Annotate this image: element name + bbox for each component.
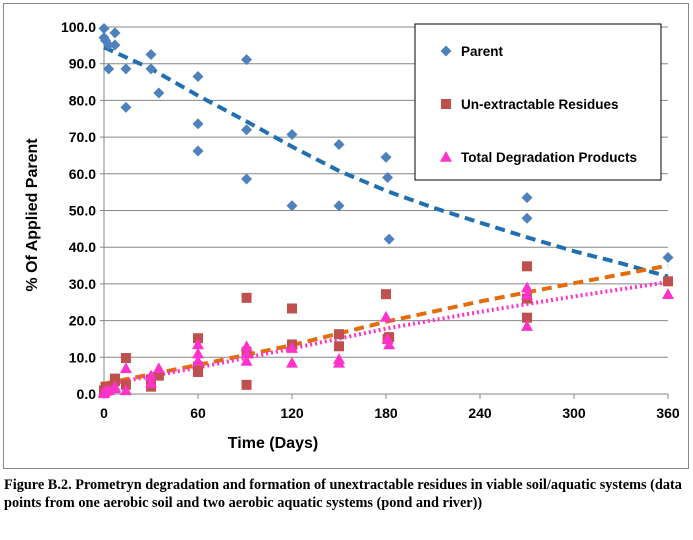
legend-items: Parent Un-extractable Residues Total Degra…	[440, 44, 637, 165]
data-point-square	[663, 276, 673, 287]
data-point-diamond	[120, 101, 132, 113]
data-point-triangle	[145, 376, 157, 388]
data-point-triangle	[152, 362, 165, 374]
data-point-diamond	[192, 145, 204, 157]
data-point-triangle	[662, 288, 674, 299]
data-point-square	[522, 261, 532, 272]
data-point-triangle	[286, 342, 298, 353]
trendline	[103, 45, 669, 279]
data-point-square	[334, 329, 344, 340]
data-point-diamond	[145, 49, 157, 61]
data-point-triangle	[240, 347, 253, 359]
y-tick-label: 30.0	[69, 276, 96, 292]
x-axis-label: Time (Days)	[228, 435, 318, 452]
y-tick-label: 40.0	[69, 239, 96, 255]
data-point-square	[193, 366, 203, 377]
y-axis-label: % Of Applied Parent	[24, 138, 41, 292]
x-tick-label: 0	[100, 405, 108, 421]
legend-marker	[440, 45, 452, 57]
data-point-diamond	[286, 129, 298, 141]
data-point-diamond	[241, 124, 253, 136]
data-point-diamond	[103, 39, 115, 51]
y-tick-label: 20.0	[69, 313, 96, 329]
data-point-triangle	[333, 356, 345, 368]
data-point-triangle	[240, 340, 253, 352]
data-point-square	[381, 289, 391, 300]
data-point-triangle	[521, 288, 533, 300]
x-tick-labels: 0 60 120 180 240 300 360	[100, 405, 680, 421]
y-tick-labels: 0.0 10.0 20.0 30.0 40.0 50.0 60.0 70.0 80.0 90.0 1…	[61, 19, 96, 402]
y-tick-label: 50.0	[69, 203, 96, 219]
data-point-square	[522, 312, 532, 323]
y-tick-label: 60.0	[69, 166, 96, 182]
x-tick-label: 60	[190, 405, 206, 421]
data-point-diamond	[286, 200, 298, 212]
data-point-diamond	[383, 233, 395, 245]
data-point-triangle	[108, 382, 121, 394]
data-point-square	[153, 370, 164, 381]
chart-svg: 0 60 120 180 240 300 360 0.0 10.0 20.0 30.0 40.0 50…	[24, 19, 680, 452]
data-point-diamond	[192, 71, 204, 83]
data-point-diamond	[521, 192, 533, 204]
axes	[100, 26, 669, 399]
data-point-triangle	[145, 369, 157, 381]
x-tick-label: 120	[280, 405, 304, 421]
data-point-diamond	[153, 87, 165, 99]
x-tick-label: 360	[656, 405, 680, 421]
data-point-triangle	[286, 356, 298, 368]
data-point-diamond	[662, 251, 674, 263]
data-point-triangle	[119, 384, 132, 396]
x-tick-label: 240	[468, 405, 492, 421]
data-point-triangle	[380, 310, 392, 322]
data-point-square	[241, 379, 252, 390]
data-point-diamond	[103, 63, 115, 75]
data-point-diamond	[241, 173, 253, 185]
y-tick-label: 10.0	[69, 349, 96, 365]
trendline	[103, 263, 669, 386]
y-tick-label: 80.0	[69, 92, 96, 108]
chart-frame: 0 60 120 180 240 300 360 0.0 10.0 20.0 30.0 40.0 50…	[3, 3, 689, 469]
x-tick-label: 180	[374, 405, 398, 421]
y-tick-label: 90.0	[69, 56, 96, 72]
data-point-diamond	[521, 212, 533, 224]
legend-marker	[441, 99, 451, 109]
data-point-triangle	[240, 354, 253, 366]
data-point-triangle	[521, 320, 533, 331]
legend: Parent Un-extractable Residues Total Degra…	[414, 23, 662, 181]
data-point-triangle	[192, 347, 204, 359]
data-point-diamond	[98, 22, 110, 34]
y-tick-label: 70.0	[69, 129, 96, 145]
data-point-diamond	[192, 118, 204, 130]
legend-label: Parent	[461, 44, 504, 59]
data-point-square	[241, 292, 252, 303]
legend-box	[414, 23, 662, 181]
data-point-diamond	[382, 171, 394, 183]
y-tick-label: 0.0	[77, 386, 97, 402]
legend-label: Un-extractable Residues	[461, 97, 619, 112]
data-point-diamond	[241, 54, 253, 66]
figure-caption: Figure B.2. Prometryn degradation and fo…	[4, 477, 682, 511]
data-point-triangle	[192, 354, 204, 366]
data-point-triangle	[521, 281, 533, 293]
data-point-square	[120, 353, 131, 364]
data-point-square	[334, 341, 344, 352]
data-point-diamond	[380, 151, 392, 163]
data-point-square	[287, 303, 297, 314]
data-point-diamond	[120, 63, 132, 75]
x-tick-label: 300	[562, 405, 586, 421]
data-point-triangle	[192, 338, 204, 350]
legend-label: Total Degradation Products	[461, 150, 637, 165]
data-point-triangle	[119, 362, 132, 374]
data-point-diamond	[109, 39, 121, 51]
data-point-square	[193, 361, 203, 372]
y-tick-label: 100.0	[61, 19, 96, 35]
data-point-diamond	[333, 138, 345, 150]
legend-marker	[440, 151, 452, 162]
data-point-square	[193, 333, 203, 344]
data-point-triangle	[383, 338, 396, 350]
data-point-diamond	[333, 200, 345, 212]
data-point-diamond	[109, 27, 121, 39]
